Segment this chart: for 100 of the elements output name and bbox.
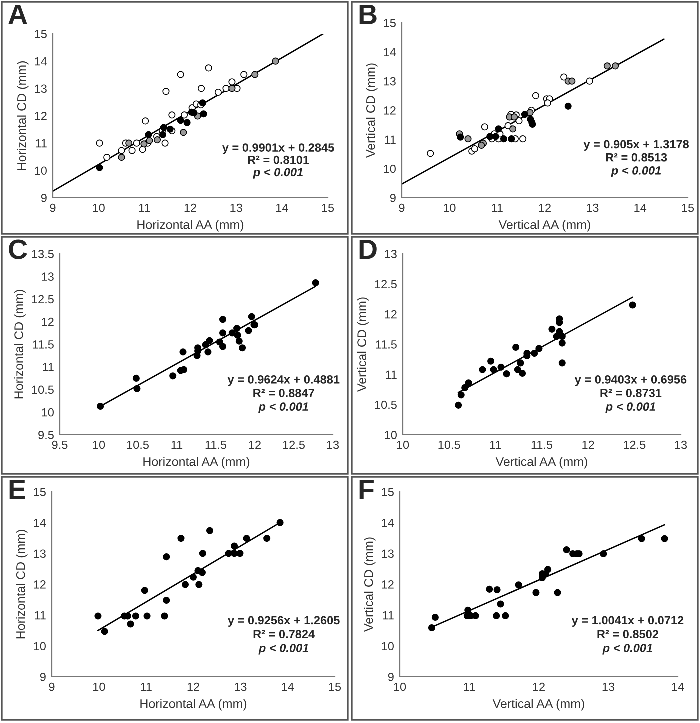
y-tick-label: 13 (35, 84, 47, 94)
x-tick-label: 11 (492, 204, 503, 212)
x-axis-title: Vertical AA (mm) (496, 457, 588, 469)
x-tick-label: 13 (675, 440, 688, 450)
y-tick-label: 10.5 (32, 386, 54, 394)
point (238, 344, 246, 352)
point (228, 85, 236, 92)
x-tick-label: 15 (322, 204, 334, 212)
x-axis-title: Horizontal AA (mm) (144, 457, 250, 469)
y-tick-label: 12.5 (375, 280, 397, 289)
point (312, 279, 320, 286)
x-tick-label: 12 (188, 682, 200, 692)
annotation: R² = 0.8513 (606, 153, 668, 162)
point (206, 527, 214, 534)
point (478, 142, 486, 150)
y-tick-label: 13 (42, 272, 54, 282)
x-tick-label: 10 (444, 204, 456, 212)
point (162, 88, 170, 96)
point (163, 597, 170, 604)
x-tick-label: 12 (184, 204, 196, 212)
y-tick-label: 12 (42, 318, 54, 326)
y-axis-title: Horizontal CD (mm) (14, 290, 26, 399)
point (563, 546, 570, 554)
x-tick-label: 10.5 (438, 440, 460, 450)
y-tick-label: 11 (35, 611, 46, 620)
point (481, 124, 488, 131)
point (196, 581, 203, 588)
point (502, 612, 510, 620)
point (228, 78, 236, 86)
x-tick-label: 12.5 (283, 440, 305, 450)
point (104, 154, 111, 162)
point (145, 131, 152, 138)
chart-title: F (360, 480, 374, 500)
x-axis-title: Horizontal AA (mm) (140, 699, 247, 711)
point (564, 102, 572, 110)
y-tick-label: 12 (382, 580, 394, 589)
point (471, 145, 478, 153)
point (180, 348, 187, 356)
y-tick-label: 14 (34, 518, 46, 528)
annotation: p < 0.001 (258, 644, 309, 655)
y-tick-label: 15 (34, 488, 46, 496)
point (126, 140, 133, 147)
y-tick-label: 10 (35, 166, 47, 176)
point (612, 62, 620, 70)
y-axis-title: Horizontal CD (mm) (16, 530, 28, 639)
x-tick-label: 12 (539, 204, 551, 212)
x-axis-title: Vertical AA (mm) (492, 699, 584, 711)
point (141, 587, 148, 594)
x-tick-label: 12 (582, 440, 594, 450)
point (494, 586, 501, 594)
annotation: y = 0.9403x + 0.6956 (574, 376, 687, 386)
y-tick-label: 10 (382, 642, 394, 651)
point (462, 384, 469, 392)
point (519, 370, 526, 377)
x-tick-label: 12 (249, 440, 261, 450)
y-tick-label: 10 (384, 164, 396, 174)
point (154, 136, 162, 144)
point (132, 612, 140, 620)
y-tick-label: 14 (35, 57, 48, 66)
point (432, 614, 439, 622)
point (204, 348, 212, 356)
annotation: y = 1.0041x + 0.0712 (572, 616, 684, 628)
point (604, 62, 611, 70)
x-tick-label: 10.5 (127, 440, 149, 450)
x-tick-label: 14 (276, 204, 288, 212)
point (515, 582, 522, 589)
point (517, 360, 524, 367)
point (600, 550, 608, 558)
point (568, 78, 576, 85)
y-axis-title: Horizontal CD (mm) (17, 62, 29, 170)
point (219, 316, 227, 324)
point (276, 519, 284, 526)
point (236, 550, 244, 558)
point (558, 333, 566, 340)
y-tick-label: 10 (385, 431, 397, 440)
point (520, 136, 527, 143)
x-tick-label: 10 (93, 440, 106, 450)
annotation: p < 0.001 (611, 166, 661, 178)
point (455, 402, 462, 409)
annotation: R² = 0.7824 (254, 630, 316, 639)
x-tick-label: 14 (634, 204, 647, 212)
x-tick-label: 10 (394, 682, 406, 692)
y-tick-label: 12 (385, 310, 397, 319)
point (472, 612, 480, 620)
y-tick-label: 9 (40, 673, 46, 682)
point (177, 71, 184, 78)
point (479, 366, 486, 374)
point (144, 612, 151, 620)
point (264, 535, 271, 542)
point (202, 341, 210, 348)
point (132, 374, 140, 382)
point (521, 111, 529, 118)
x-tick-label: 13 (230, 204, 242, 212)
annotation: R² = 0.8731 (600, 389, 662, 398)
point (272, 58, 280, 65)
x-tick-label: 9.5 (52, 440, 68, 450)
point (245, 327, 252, 334)
point (514, 366, 522, 374)
x-tick-label: 10 (94, 682, 106, 692)
y-tick-label: 15 (382, 488, 394, 496)
